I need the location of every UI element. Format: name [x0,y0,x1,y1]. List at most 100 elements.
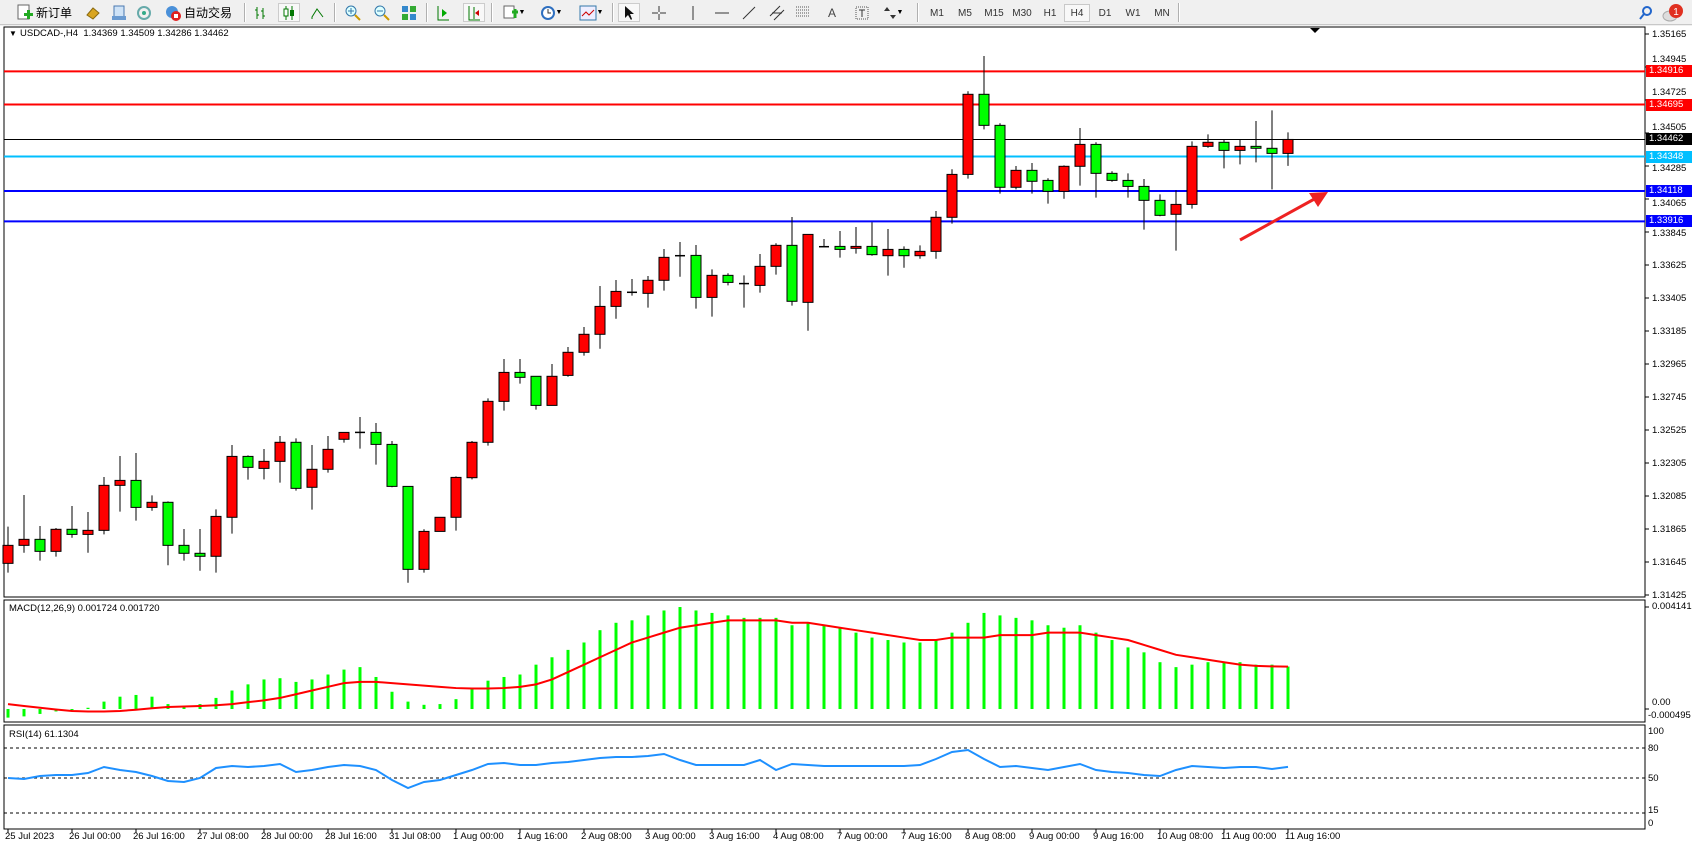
candle [1090,142,1102,198]
candle [546,364,558,406]
candle [1186,141,1198,209]
candle-body [562,351,574,376]
vertical-line-icon [692,5,694,20]
timeframe-mn[interactable]: MN [1154,7,1170,19]
candle-body [786,244,798,302]
collapse-triangle-icon[interactable]: ▼ [9,29,17,38]
candle-body [1154,199,1166,216]
fibonacci-icon [796,6,809,16]
crosshair-icon [652,5,666,20]
line-chart-button[interactable] [308,3,328,22]
search-icon [1639,5,1652,20]
time-axis-label: 10 Aug 08:00 [1157,831,1213,842]
macd-histogram-bar [1030,620,1034,709]
macd-zero-label: 0.00 [1652,697,1671,708]
candle [819,239,829,248]
candle-body [1234,145,1246,151]
time-axis-label: 8 Aug 08:00 [965,831,1016,842]
macd-histogram-bar [182,706,186,709]
candle-body [210,515,222,557]
vertical-line-tool[interactable] [683,3,703,22]
candle-body [50,528,62,552]
navigator-button[interactable] [108,3,130,22]
time-axis-label: 11 Aug 00:00 [1221,831,1277,842]
macd-histogram-bar [646,615,650,709]
price-tick-label: 1.34725 [1652,87,1687,98]
line-chart-icon [311,7,324,19]
macd-histogram-bar [390,691,394,709]
dropdown-arrow-icon: ▼ [555,9,563,16]
time-axis-label: 3 Aug 00:00 [645,831,696,842]
price-tick-label: 1.33405 [1652,292,1687,304]
candlestick-chart-button[interactable] [278,3,300,22]
new-order-label: 新订单 [35,6,72,20]
macd-histogram-bar [950,632,954,709]
candle-body [258,460,270,469]
macd-histogram-bar [598,630,602,709]
candle-body [770,244,782,267]
fibonacci-tool[interactable] [793,3,813,22]
macd-histogram-bar [38,709,42,714]
new-order-button[interactable]: 新订单 [8,3,80,22]
macd-histogram-bar [614,622,618,709]
arrows-dropdown[interactable]: ▼ [878,3,908,22]
zoom-in-button[interactable] [342,3,364,22]
candle [50,527,62,557]
zoom-in-icon [345,5,361,21]
tile-windows-button[interactable] [398,3,420,22]
periods-dropdown[interactable]: ▼ [535,3,567,22]
templates-dropdown[interactable]: ▼ [574,3,608,22]
candle-body [1186,145,1198,205]
market-watch-button[interactable] [82,3,104,22]
candle-body [306,468,318,488]
candle [834,230,846,258]
bar-chart-icon [255,6,265,19]
equidistant-channel-tool[interactable] [767,3,787,22]
macd-histogram-bar [246,684,250,709]
bar-chart-button[interactable] [250,3,270,22]
auto-scroll-button[interactable] [432,3,454,22]
arrows-icon [883,6,896,19]
rsi-label: RSI(14) 61.1304 [9,729,79,740]
signals-button[interactable] [133,3,155,22]
zoom-out-button[interactable] [371,3,393,22]
text-label-tool[interactable] [852,3,872,22]
candlestick-icon [283,5,294,20]
candle [610,280,622,319]
crosshair-tool[interactable] [648,3,670,22]
candle [274,436,286,483]
macd-histogram-bar [262,679,266,709]
cursor-tool[interactable] [618,3,640,22]
candle-body [98,484,110,531]
macd-histogram-bar [1142,652,1146,709]
trendline-tool[interactable] [739,3,759,22]
timeframe-m1[interactable]: M1 [930,7,944,19]
macd-histogram-bar [582,642,586,709]
timeframe-m5[interactable]: M5 [958,7,972,19]
candle [130,452,142,521]
search-button[interactable] [1636,3,1656,22]
timeframe-w1[interactable]: W1 [1125,7,1141,19]
horizontal-line-tool[interactable] [712,3,732,22]
symbol-ohlc-label: USDCAD-,H4 1.34369 1.34509 1.34286 1.344… [20,28,229,39]
text-tool[interactable]: A [822,3,842,22]
macd-histogram-bar [1174,667,1178,709]
timeframe-h1[interactable]: H1 [1043,7,1057,19]
rsi-line [7,748,1289,790]
macd-histogram-bar [1158,662,1162,709]
timeframe-m15[interactable]: M15 [984,7,1004,19]
candle [1106,171,1118,182]
candle-body [146,501,158,508]
timeframe-d1[interactable]: D1 [1098,7,1112,19]
auto-trading-label: 自动交易 [183,6,232,20]
notifications-button[interactable]: 1 [1660,3,1686,22]
timeframe-h4[interactable]: H4 [1064,4,1090,22]
candle [1026,163,1038,194]
candle [290,438,302,491]
dropdown-arrow-icon: ▼ [896,9,904,16]
auto-trading-button[interactable]: 自动交易 [158,3,238,22]
timeframe-m30[interactable]: M30 [1012,7,1032,19]
indicators-dropdown[interactable]: ▼ [498,3,530,22]
chart-shift-button[interactable] [463,3,485,22]
